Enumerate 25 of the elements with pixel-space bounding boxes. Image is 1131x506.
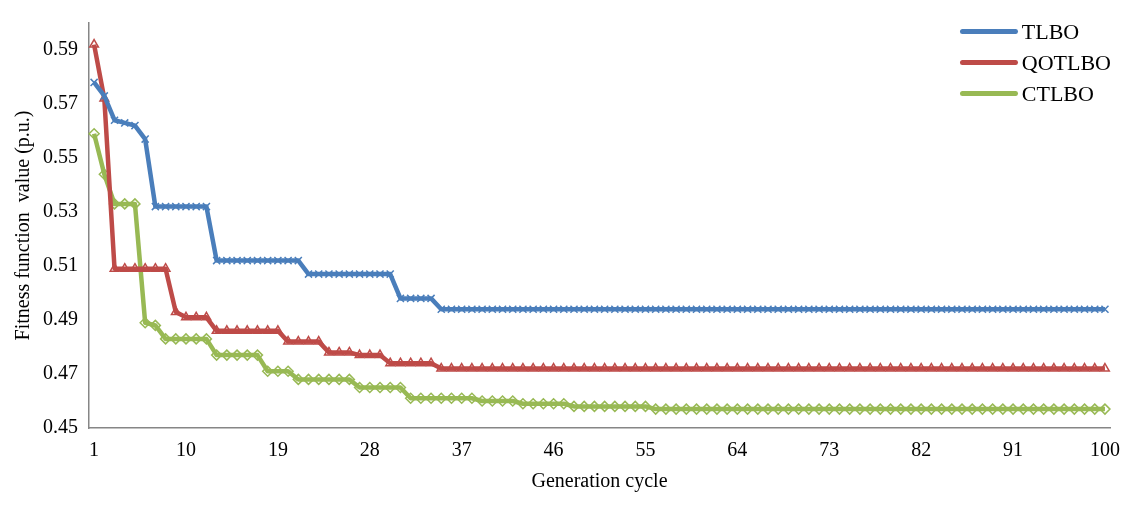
legend-label: TLBO [1021,18,1080,45]
x-tick-label: 46 [543,438,564,461]
y-tick-label: 0.51 [43,253,78,276]
x-tick-label: 73 [819,438,840,461]
y-axis-title: Fitness function value (p.u.) [11,110,35,341]
y-tick-label: 0.59 [43,37,78,60]
y-tick-label: 0.57 [43,91,78,114]
x-tick-label: 91 [1003,438,1024,461]
y-tick-label: 0.45 [43,415,78,438]
y-tick-label: 0.49 [43,307,78,330]
x-tick-label: 1 [89,438,100,461]
y-tick-label: 0.53 [43,199,78,222]
y-tick-label: 0.47 [43,361,78,384]
x-tick-label: 37 [451,438,472,461]
x-tick-label: 19 [267,438,288,461]
x-tick-label: 55 [635,438,656,461]
y-tick-label: 0.55 [43,145,78,168]
legend-label: CTLBO [1021,80,1094,107]
x-tick-label: 64 [727,438,748,461]
x-tick-label: 28 [359,438,380,461]
x-axis-title: Generation cycle [531,469,668,493]
x-tick-label: 100 [1089,438,1120,461]
x-tick-label: 10 [176,438,196,461]
x-tick-label: 82 [911,438,932,461]
legend-label: QOTLBO [1021,49,1111,76]
